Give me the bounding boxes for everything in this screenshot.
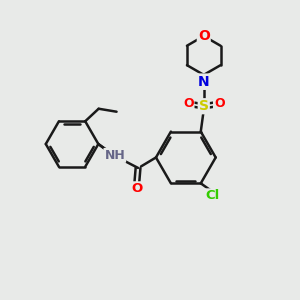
Text: O: O bbox=[131, 182, 142, 195]
Text: NH: NH bbox=[104, 149, 125, 162]
Text: O: O bbox=[183, 97, 194, 110]
Text: S: S bbox=[199, 99, 209, 113]
Text: O: O bbox=[214, 97, 225, 110]
Text: N: N bbox=[198, 75, 210, 89]
Text: Cl: Cl bbox=[205, 189, 219, 203]
Text: O: O bbox=[198, 29, 210, 43]
Text: N: N bbox=[198, 75, 210, 89]
